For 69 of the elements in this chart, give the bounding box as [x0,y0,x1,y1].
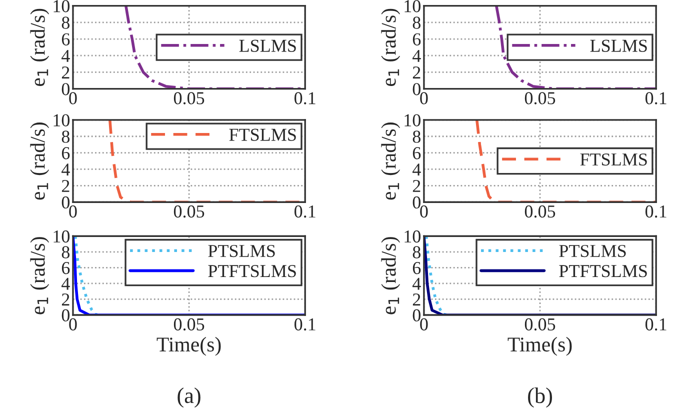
x-tick-label: 0.1 [645,318,666,331]
y-tick-label: 10 [54,0,70,12]
x-tick-label: 0.1 [294,318,316,331]
y-tick-label: 6 [62,262,70,274]
x-tick-label: 0.1 [645,92,666,104]
y-axis-title: e$_{1}$ (rad/s) [381,8,400,86]
x-tick-label: 0.05 [524,92,556,104]
x-tick-label: 0.05 [174,205,204,218]
y-tick-label: 2 [412,66,420,78]
y-tick-label: 4 [62,278,70,290]
x-tick-label: 0.1 [294,92,316,104]
y-tick-label: 10 [404,114,420,126]
y-axis-title: e$_{1}$ (rad/s) [30,237,50,314]
y-tick-label: 10 [404,0,420,12]
y-tick-label: 0 [62,309,70,322]
x-tick-label: 0.05 [174,92,204,104]
y-tick-label: 10 [404,230,420,243]
y-axis-title: e$_{1}$ (rad/s) [381,122,400,200]
y-tick-label: 0 [412,83,420,96]
y-tick-label: 2 [412,180,420,192]
line-series [72,236,306,315]
y-tick-label: 4 [62,164,70,176]
legend-label: PTFTSLMS [208,265,296,278]
x-axis-title: Time(s) [156,336,221,356]
x-tick-label: 0.1 [294,205,316,218]
y-tick-label: 8 [412,16,420,29]
y-tick-label: 2 [62,294,70,306]
y-tick-label: 0 [62,196,70,209]
y-tick-label: 4 [412,278,421,290]
y-tick-label: 8 [412,130,420,143]
y-tick-label: 4 [62,50,70,62]
y-tick-label: 10 [54,114,70,126]
y-tick-label: 2 [412,294,420,306]
y-tick-label: 8 [62,246,70,258]
x-tick-label: 0.05 [524,205,556,218]
legend-label: LSLMS [590,40,647,52]
legend-label: PTFTSLMS [559,265,647,278]
y-tick-label: 4 [412,164,421,176]
y-tick-label: 8 [62,130,70,143]
x-axis-title: Time(s) [508,336,572,356]
legend-label: FTSLMS [580,153,647,166]
text: (b) [528,388,552,408]
y-tick-label: 4 [412,50,421,62]
x-tick-label: 0.05 [524,318,556,331]
y-tick-label: 8 [62,16,70,29]
y-tick-label: 10 [54,230,70,243]
legend-label: PTSLMS [559,244,626,258]
x-tick-label: 0.05 [174,318,204,331]
y-tick-label: 0 [412,309,420,322]
y-tick-label: 6 [412,262,421,274]
y-tick-label: 8 [412,246,420,258]
line-series [424,236,656,315]
line-series [475,120,656,202]
legend-label: LSLMS [239,40,296,52]
text: (a) [178,388,200,408]
legend-label: FTSLMS [229,128,296,141]
y-tick-label: 6 [62,33,70,46]
x-tick-label: 0.1 [645,205,666,218]
y-tick-label: 2 [62,66,70,78]
y-tick-label: 0 [62,83,70,96]
legend-label: PTSLMS [208,244,275,258]
y-axis-title: e$_{1}$ (rad/s) [381,237,400,314]
y-tick-label: 6 [412,33,421,46]
y-tick-label: 6 [62,147,70,160]
y-axis-title: e$_{1}$ (rad/s) [30,122,50,200]
y-tick-label: 6 [412,147,421,160]
y-tick-label: 2 [62,180,70,192]
y-axis-title: e$_{1}$ (rad/s) [30,8,50,86]
y-tick-label: 0 [412,196,420,209]
